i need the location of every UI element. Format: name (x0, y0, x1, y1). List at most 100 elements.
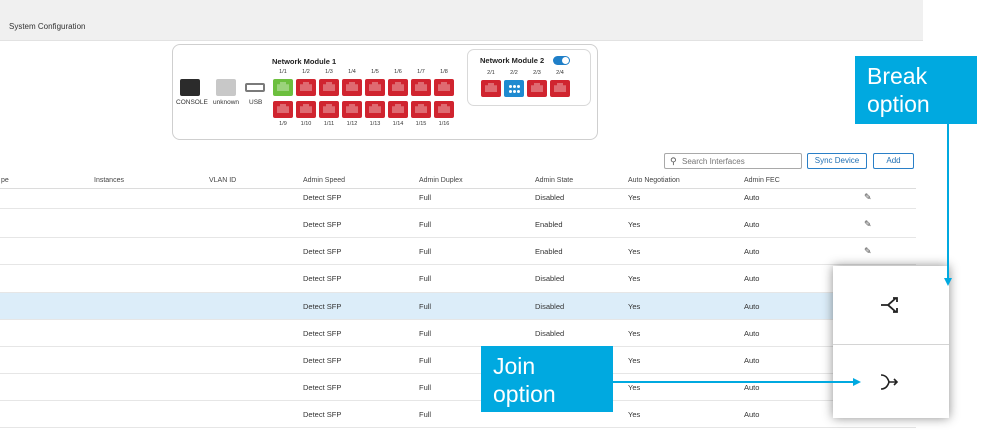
break-option-callout: Break option (855, 56, 977, 124)
nm1-port-1-15[interactable] (411, 101, 431, 118)
module-2-toggle[interactable] (553, 56, 570, 65)
console-port-label: CONSOLE (176, 99, 208, 106)
top-bar: System Configuration (0, 0, 923, 41)
nm1-port-1-1[interactable] (273, 79, 293, 96)
join-icon[interactable] (879, 372, 901, 392)
search-box[interactable]: ⚲ (664, 153, 802, 169)
nm1-port-1-6[interactable] (388, 79, 408, 96)
cell-admin-speed: Detect SFP (303, 410, 342, 419)
nm2-port-2-1[interactable] (481, 80, 501, 97)
nm1-port-1-14[interactable] (388, 101, 408, 118)
table-row[interactable]: Detect SFP Full Yes Auto (0, 374, 916, 401)
cell-admin-speed: Detect SFP (303, 383, 342, 392)
console-port-icon[interactable] (180, 79, 200, 96)
add-button[interactable]: Add (873, 153, 914, 169)
cell-admin-speed: Detect SFP (303, 329, 342, 338)
edit-pencil-icon[interactable]: ✎ (864, 192, 872, 202)
port-pin (509, 90, 512, 93)
cell-auto-negotiation: Yes (628, 329, 641, 338)
break-icon[interactable] (879, 295, 901, 315)
nm1-port-1-7[interactable] (411, 79, 431, 96)
nm1-port-1-5[interactable] (365, 79, 385, 96)
table-row[interactable]: Detect SFP Full Enabled Yes Auto ✎ (0, 211, 916, 238)
cell-admin-speed: Detect SFP (303, 193, 342, 202)
table-row[interactable]: Detect SFP Full Disabled Yes Auto ✎ (0, 189, 916, 209)
edit-pencil-icon[interactable]: ✎ (864, 246, 872, 256)
column-header-admin-duplex[interactable]: Admin Duplex (419, 177, 463, 184)
nm1-port-1-8[interactable] (434, 79, 454, 96)
nm2-port-label: 2/3 (533, 70, 541, 76)
nm1-port-label: 1/12 (346, 121, 358, 127)
usb-port-icon[interactable] (245, 83, 265, 92)
column-header-admin-fec[interactable]: Admin FEC (744, 177, 780, 184)
nm1-port-1-13[interactable] (365, 101, 385, 118)
nm2-port-label: 2/4 (556, 70, 564, 76)
cell-admin-duplex: Full (419, 193, 432, 202)
join-callout-line2: option (493, 381, 556, 407)
nm1-port-1-11[interactable] (319, 101, 339, 118)
cell-admin-fec: Auto (744, 220, 760, 229)
port-pin (513, 90, 516, 93)
cell-admin-duplex: Full (419, 329, 432, 338)
column-header-auto-negotiation[interactable]: Auto Negotiation (628, 177, 680, 184)
nm1-port-1-3[interactable] (319, 79, 339, 96)
port-pin (513, 85, 516, 88)
unknown-port-icon[interactable] (216, 79, 236, 96)
edit-pencil-icon[interactable]: ✎ (864, 219, 872, 229)
cell-auto-negotiation: Yes (628, 356, 641, 365)
nm1-port-1-16[interactable] (434, 101, 454, 118)
cell-admin-fec: Auto (744, 356, 760, 365)
break-callout-line1: Break (867, 63, 928, 89)
cell-auto-negotiation: Yes (628, 383, 641, 392)
sync-device-button[interactable]: Sync Device (807, 153, 867, 169)
cell-admin-state: Disabled (535, 329, 565, 338)
column-header-admin-state[interactable]: Admin State (535, 177, 574, 184)
table-row[interactable]: Detect SFP Full Yes Auto (0, 401, 916, 428)
nm2-port-2-4[interactable] (550, 80, 570, 97)
nm1-port-label: 1/11 (323, 121, 335, 127)
cell-admin-speed: Detect SFP (303, 247, 342, 256)
column-header-instances[interactable]: Instances (94, 177, 124, 184)
nm1-port-label: 1/5 (371, 69, 379, 75)
join-option-callout: Join option (481, 346, 613, 412)
column-header-vlan-id[interactable]: VLAN ID (209, 177, 237, 184)
nm2-port-2-2[interactable] (504, 80, 524, 97)
nm1-port-label: 1/6 (394, 69, 402, 75)
nm1-port-label: 1/1 (279, 69, 287, 75)
cell-admin-state: Enabled (535, 220, 563, 229)
cell-admin-fec: Auto (744, 274, 760, 283)
nm2-port-2-3[interactable] (527, 80, 547, 97)
nm1-port-label: 1/10 (300, 121, 312, 127)
nm1-port-label: 1/2 (302, 69, 310, 75)
search-input[interactable] (682, 155, 800, 167)
nm1-port-1-9[interactable] (273, 101, 293, 118)
cell-admin-fec: Auto (744, 193, 760, 202)
port-pin (509, 85, 512, 88)
join-callout-arrowhead (853, 378, 861, 386)
cell-admin-speed: Detect SFP (303, 274, 342, 283)
cell-auto-negotiation: Yes (628, 410, 641, 419)
nm1-port-1-4[interactable] (342, 79, 362, 96)
nm1-port-label: 1/13 (369, 121, 381, 127)
nm2-port-label: 2/2 (510, 70, 518, 76)
cell-admin-fec: Auto (744, 247, 760, 256)
cell-auto-negotiation: Yes (628, 274, 641, 283)
nm1-port-1-10[interactable] (296, 101, 316, 118)
nm1-port-1-2[interactable] (296, 79, 316, 96)
cell-auto-negotiation: Yes (628, 302, 641, 311)
nm1-port-1-12[interactable] (342, 101, 362, 118)
cell-admin-duplex: Full (419, 274, 432, 283)
cell-admin-speed: Detect SFP (303, 302, 342, 311)
nm1-port-label: 1/14 (392, 121, 404, 127)
break-callout-arrowhead (944, 278, 952, 286)
column-header-admin-speed[interactable]: Admin Speed (303, 177, 346, 184)
nm1-port-label: 1/8 (440, 69, 448, 75)
table-row[interactable]: Detect SFP Full Enabled Yes Auto ✎ (0, 238, 916, 265)
column-header-type[interactable]: pe (1, 177, 9, 184)
cell-admin-duplex: Full (419, 356, 432, 365)
